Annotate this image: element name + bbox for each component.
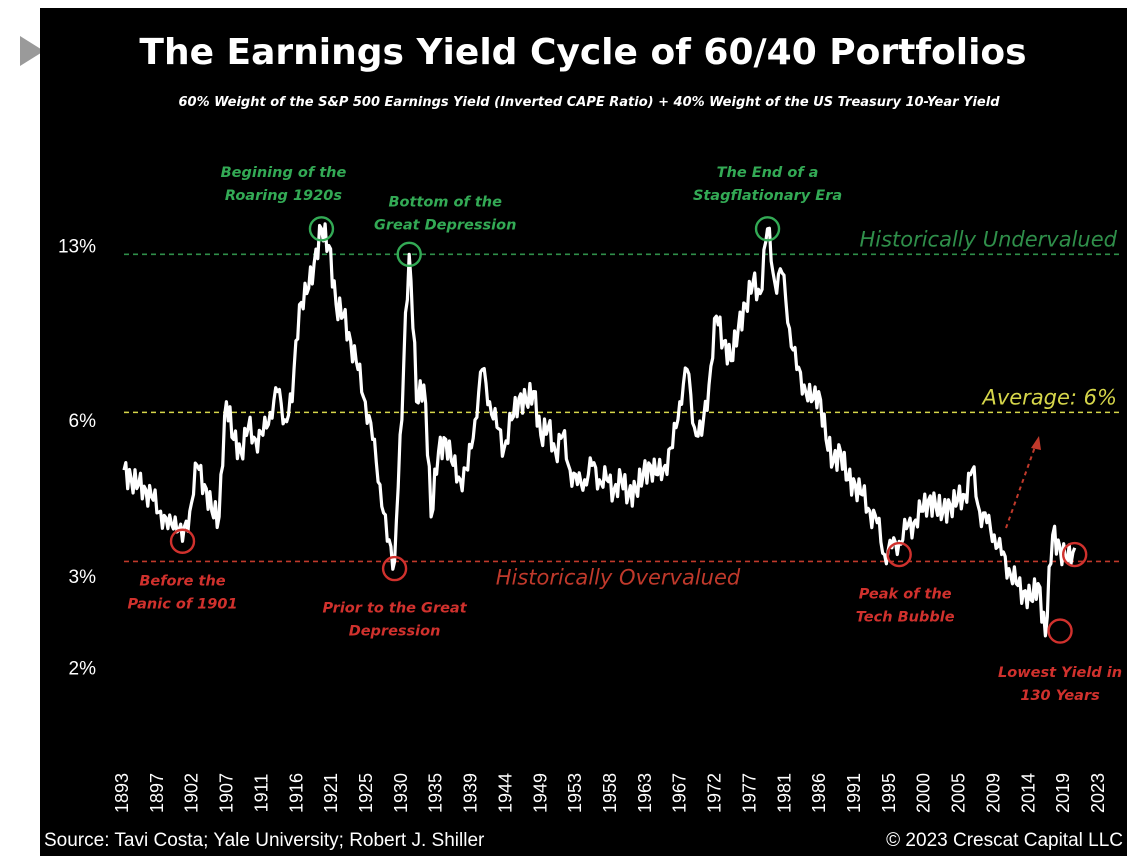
x-tick-label: 1958 [600, 773, 620, 813]
y-axis: 13% 6% 3% 2% [58, 237, 96, 680]
reference-label-average: Average: 6% [980, 385, 1117, 409]
annotation-marker [754, 216, 781, 242]
x-tick-label: 2000 [914, 773, 934, 813]
annotation-marker [1047, 618, 1073, 644]
x-tick-label: 1935 [426, 773, 446, 813]
play-icon[interactable] [18, 34, 46, 72]
annotation-marker [308, 216, 335, 242]
x-tick-label: 1921 [321, 773, 341, 813]
x-tick-label: 1939 [461, 773, 481, 813]
annotation-label: Before the [139, 573, 225, 589]
footer-source: Source: Tavi Costa; Yale University; Rob… [44, 830, 485, 851]
y-tick-label: 6% [69, 411, 97, 432]
annotation-label: Bottom of the [389, 194, 503, 210]
x-tick-label: 1981 [774, 773, 794, 813]
annotation-label: Roaring 1920s [225, 188, 342, 204]
annotation-label: Great Depression [374, 217, 516, 233]
annotation-label: Tech Bubble [856, 610, 955, 626]
trend-arrow [1005, 436, 1041, 529]
y-tick-label: 13% [58, 237, 96, 258]
reference-label-undervalued: Historically Undervalued [859, 227, 1117, 251]
annotation-label: Lowest Yield in [998, 665, 1122, 681]
x-tick-label: 1986 [809, 773, 829, 813]
annotation-label: The End of a [717, 165, 819, 181]
series-layer [122, 222, 1077, 638]
x-tick-label: 1977 [739, 773, 759, 813]
annotation-label: Begining of the [221, 165, 347, 181]
chart-panel: The Earnings Yield Cycle of 60/40 Portfo… [40, 8, 1127, 856]
x-tick-label: 1925 [356, 773, 376, 813]
y-tick-label: 2% [69, 658, 97, 679]
annotation-marker [886, 541, 912, 568]
x-tick-label: 1911 [251, 774, 271, 813]
x-tick-label: 1930 [391, 773, 411, 813]
x-tick-label: 2009 [983, 773, 1003, 813]
x-tick-label: 1967 [670, 773, 690, 813]
x-tick-label: 1893 [112, 773, 132, 813]
annotations-layer: Begining of the Roaring 1920s Bottom of th… [127, 165, 1122, 704]
x-axis: 1893 1897 1902 1907 1911 1916 1921 1925 1930 1935… [112, 773, 1108, 813]
x-tick-label: 2014 [1018, 773, 1038, 813]
annotation-label: Stagflationary Era [693, 188, 842, 204]
annotation-marker [169, 528, 196, 554]
annotation-label: Panic of 1901 [127, 596, 237, 612]
x-tick-label: 1953 [565, 773, 585, 813]
x-tick-label: 2019 [1053, 773, 1073, 813]
annotation-marker [381, 555, 408, 582]
x-tick-label: 1907 [217, 773, 237, 813]
chart-title: The Earnings Yield Cycle of 60/40 Portfo… [139, 32, 1026, 73]
x-tick-label: 1916 [286, 773, 306, 813]
x-tick-label: 1995 [879, 773, 899, 813]
chart: The Earnings Yield Cycle of 60/40 Portfo… [44, 32, 1123, 851]
x-tick-label: 1902 [182, 773, 202, 813]
x-tick-label: 1972 [705, 773, 725, 813]
series-line [122, 222, 1077, 638]
annotation-label: Peak of the [859, 587, 952, 603]
footer-copyright: © 2023 Crescat Capital LLC [886, 830, 1123, 851]
annotation-marker [396, 241, 422, 268]
x-tick-label: 1991 [844, 773, 864, 813]
annotation-label: Depression [349, 624, 441, 640]
x-tick-label: 1897 [147, 773, 167, 813]
y-tick-label: 3% [69, 567, 97, 588]
x-tick-label: 2005 [949, 773, 969, 813]
x-tick-label: 1949 [530, 773, 550, 813]
annotation-label: Prior to the Great [323, 601, 468, 617]
annotation-label: 130 Years [1020, 688, 1100, 704]
reference-label-overvalued: Historically Overvalued [496, 565, 741, 589]
chart-subtitle: 60% Weight of the S&P 500 Earnings Yield… [178, 95, 1000, 110]
x-tick-label: 1944 [495, 773, 515, 813]
annotation-marker [1061, 541, 1088, 568]
x-tick-label: 1963 [635, 773, 655, 813]
x-tick-label: 2023 [1088, 773, 1108, 813]
